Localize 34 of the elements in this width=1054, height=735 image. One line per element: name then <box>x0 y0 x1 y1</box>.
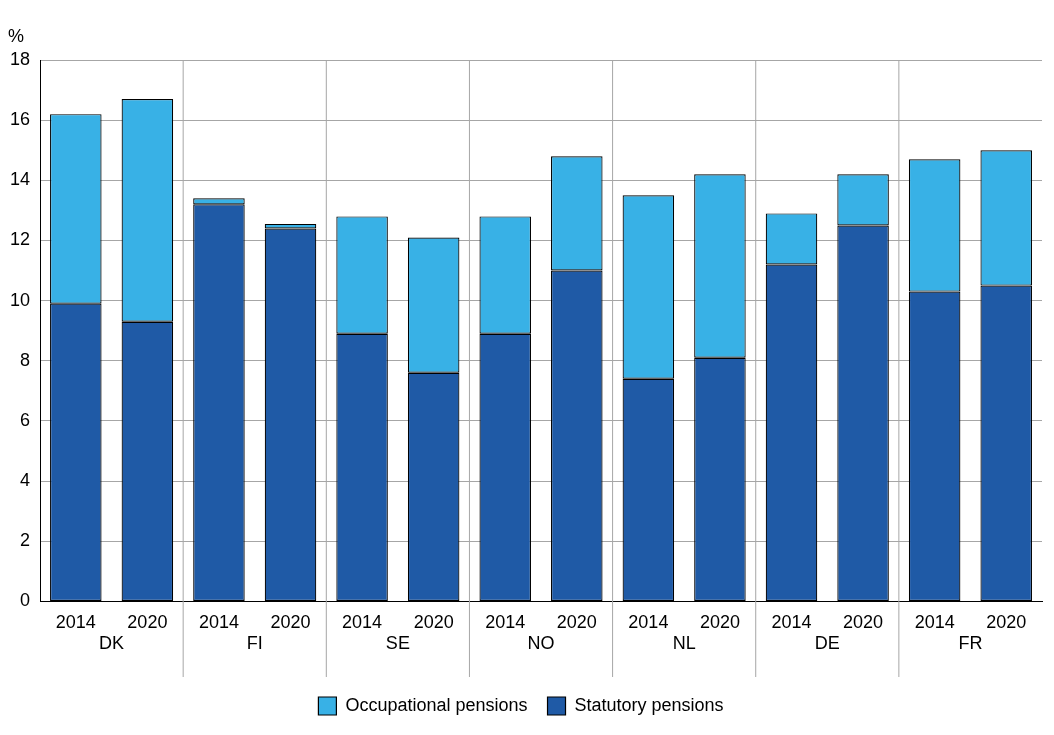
y-tick-label: 18 <box>9 48 31 69</box>
y-tick-label: 10 <box>9 289 31 310</box>
text: DE <box>814 633 840 654</box>
x-tick-label: 2020 <box>127 612 168 633</box>
text: NL <box>672 633 696 654</box>
x-tick-label: 2020 <box>986 612 1027 633</box>
y-tick-label: 4 <box>20 470 31 491</box>
text: FR <box>958 633 983 654</box>
y-tick-label: 2 <box>20 530 31 551</box>
y-tick-label: 0 <box>20 590 31 611</box>
y-tick-label: 12 <box>9 229 31 250</box>
text: SE <box>385 633 410 654</box>
text: FI <box>246 633 263 654</box>
text: DK <box>99 633 125 654</box>
x-tick-label: 2014 <box>342 612 383 633</box>
legend-label: Occupational pensions <box>345 694 528 715</box>
x-tick-label: 2020 <box>843 612 884 633</box>
legend-label: Statutory pensions <box>574 694 724 715</box>
x-tick-label: 2014 <box>914 612 955 633</box>
y-tick-label: 8 <box>20 349 31 370</box>
y-tick-label: 16 <box>9 109 31 130</box>
x-tick-label: 2014 <box>485 612 526 633</box>
x-tick-label: 2014 <box>628 612 669 633</box>
text: NO <box>527 633 555 654</box>
x-tick-label: 2020 <box>413 612 454 633</box>
y-tick-label: 6 <box>20 409 31 430</box>
x-tick-label: 2014 <box>771 612 812 633</box>
x-tick-label: 2014 <box>55 612 96 633</box>
y-axis-title: % <box>8 25 25 46</box>
x-tick-label: 2020 <box>556 612 597 633</box>
x-tick-label: 2020 <box>270 612 311 633</box>
y-tick-label: 14 <box>9 169 31 190</box>
x-tick-label: 2020 <box>699 612 740 633</box>
x-tick-label: 2014 <box>198 612 239 633</box>
